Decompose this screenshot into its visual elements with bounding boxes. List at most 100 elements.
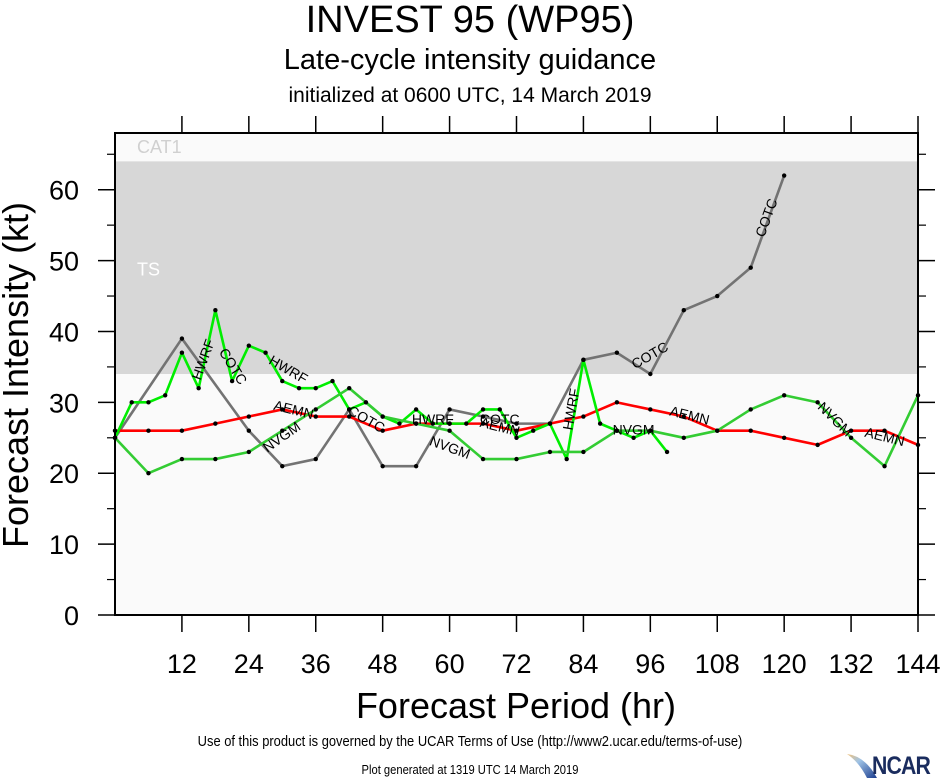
y-tick-label: 20 [49, 459, 79, 489]
y-tick-label: 0 [64, 601, 79, 631]
x-tick-label: 12 [167, 649, 197, 679]
data-point-nvgm [581, 449, 586, 455]
data-point-aemn [347, 414, 352, 419]
data-point-aemn [882, 428, 887, 433]
data-point-hwrf [514, 435, 519, 440]
data-point-nvgm [648, 428, 653, 433]
data-point-aemn [146, 428, 151, 433]
data-point-nvgm [815, 400, 820, 405]
data-point-nvgm [347, 385, 352, 391]
data-point-aemn [380, 428, 385, 433]
data-point-hwrf [631, 435, 636, 440]
data-point-nvgm [882, 463, 887, 469]
data-point-hwrf [146, 400, 151, 405]
data-point-hwrf [263, 350, 268, 355]
data-point-aemn [280, 407, 285, 412]
data-point-aemn [815, 442, 820, 448]
data-point-hwrf [162, 393, 168, 398]
chart-subtitle: Late-cycle intensity guidance [283, 44, 657, 76]
y-tick-label: 30 [49, 388, 79, 418]
band-labels: CAT1 TS [137, 137, 182, 280]
data-point-hwrf [497, 407, 502, 412]
y-tick-label: 60 [49, 176, 79, 206]
data-point-nvgm [246, 449, 252, 455]
data-point-aemn [313, 414, 318, 419]
data-point-hwrf [464, 421, 469, 426]
data-point-cotc [246, 428, 252, 433]
band-td [115, 374, 918, 615]
data-point-hwrf [296, 385, 302, 391]
line-label-hwrf: HWRF [559, 387, 582, 431]
data-point-hwrf [363, 400, 369, 405]
series-line-hwrf [113, 308, 669, 461]
data-point-nvgm [213, 456, 218, 462]
data-point-cotc [514, 421, 519, 426]
data-point-nvgm [146, 471, 151, 476]
intensity-bands [115, 133, 918, 615]
data-point-cotc [179, 336, 185, 341]
data-point-nvgm [447, 428, 452, 433]
data-point-hwrf [531, 428, 536, 433]
data-point-aemn [514, 428, 519, 433]
data-point-hwrf [229, 378, 235, 384]
data-point-nvgm [480, 456, 486, 462]
y-tick-label: 40 [49, 317, 79, 347]
data-point-aemn [848, 428, 854, 433]
data-point-hwrf [246, 343, 252, 348]
x-tick-label: 144 [895, 649, 940, 679]
data-point-nvgm [748, 407, 753, 412]
axis-ticks [98, 116, 935, 632]
data-point-hwrf [313, 385, 318, 391]
data-point-hwrf [347, 407, 352, 412]
data-point-hwrf [413, 407, 419, 412]
data-point-aemn [480, 421, 486, 426]
data-point-aemn [213, 421, 218, 426]
data-point-nvgm [313, 407, 318, 412]
data-point-hwrf [447, 421, 452, 426]
terms-of-use-notice: Use of this product is governed by the U… [197, 733, 743, 750]
data-point-cotc [681, 308, 686, 313]
x-tick-label: 96 [635, 649, 665, 679]
x-tick-label: 84 [568, 649, 598, 679]
data-point-cotc [781, 173, 787, 178]
data-point-nvgm [681, 435, 686, 440]
data-point-hwrf [129, 400, 134, 405]
data-point-aemn [681, 414, 686, 419]
line-label-nvgm: NVGM [613, 421, 655, 437]
data-point-cotc [380, 463, 385, 469]
plot-generated-time: Plot generated at 1319 UTC 14 March 2019 [361, 762, 579, 777]
data-point-hwrf [430, 421, 436, 426]
data-point-aemn [246, 414, 252, 419]
line-label-cotc: COTC [480, 411, 520, 427]
ncar-logo-text: NCAR [872, 752, 931, 780]
data-point-nvgm [280, 428, 285, 433]
data-point-aemn [179, 428, 185, 433]
ncar-swoosh-icon [847, 754, 877, 778]
band-ts [115, 161, 918, 374]
data-point-aemn [648, 407, 653, 412]
x-tick-label: 108 [695, 649, 740, 679]
data-point-hwrf [581, 357, 586, 363]
data-point-nvgm [514, 456, 519, 462]
band-cat1 [115, 133, 918, 162]
data-point-hwrf [196, 385, 201, 391]
data-point-nvgm [848, 435, 854, 440]
data-point-cotc [614, 350, 620, 355]
series-markers [112, 173, 921, 476]
x-tick-label: 24 [234, 649, 264, 679]
x-tick-label: 48 [368, 649, 398, 679]
x-tick-label: 120 [762, 649, 807, 679]
data-point-hwrf [179, 350, 185, 355]
y-axis-label: Forecast Intensity (kt) [0, 202, 36, 548]
y-tick-label: 10 [49, 530, 79, 560]
x-tick-label: 36 [301, 649, 331, 679]
band-label-cat1: CAT1 [137, 137, 182, 157]
data-point-nvgm [413, 421, 419, 426]
data-point-nvgm [179, 456, 185, 462]
data-point-hwrf [547, 421, 553, 426]
data-point-nvgm [781, 393, 787, 398]
x-axis-label: Forecast Period (hr) [356, 685, 676, 726]
y-tick-label: 50 [49, 247, 79, 277]
data-point-cotc [748, 265, 753, 270]
